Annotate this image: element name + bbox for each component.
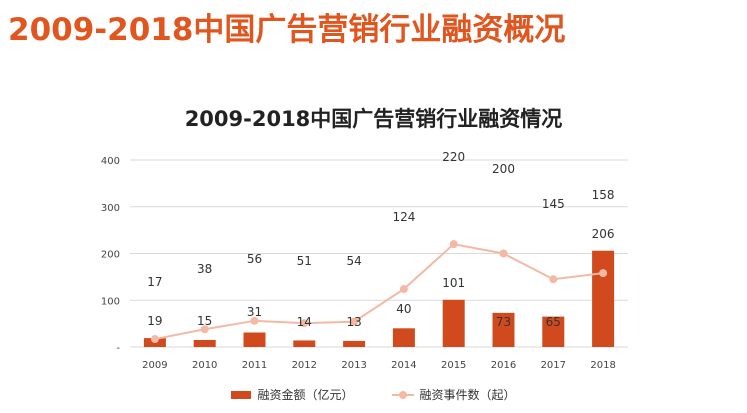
bar [542, 316, 565, 347]
line-series [154, 243, 604, 341]
line-point [449, 240, 458, 249]
bar-data-label: 101 [442, 276, 465, 290]
bar [592, 250, 615, 347]
bar [343, 340, 366, 347]
line-point [150, 335, 159, 344]
x-tick-label: 2015 [441, 360, 466, 371]
bar-data-label: 13 [346, 315, 361, 329]
bar-data-label: 206 [592, 227, 615, 241]
line-point [499, 249, 508, 258]
line-point [300, 319, 309, 328]
chart-legend: 融资金额（亿元） 融资事件数（起） [0, 386, 747, 403]
bar-data-label: 15 [197, 314, 212, 328]
bar-data-label: 31 [247, 305, 262, 319]
line-point [599, 269, 608, 278]
x-tick-label: 2012 [292, 360, 317, 371]
line-data-label: 38 [197, 262, 212, 276]
line-point [350, 317, 359, 326]
bar-data-label: 40 [396, 302, 411, 316]
line-point [200, 325, 209, 334]
bar [392, 328, 415, 347]
line-data-label: 145 [542, 197, 565, 211]
page-title: 2009-2018中国广告营销行业融资概况 [8, 12, 566, 48]
legend-line-swatch [391, 390, 414, 400]
y-tick-label: 200 [101, 250, 120, 261]
chart-title: 2009-2018中国广告营销行业融资情况 [184, 107, 563, 131]
legend-bar-swatch [231, 390, 252, 399]
bar-data-label: 65 [546, 315, 561, 329]
line-data-label: 54 [346, 254, 361, 268]
line-data-label: 17 [147, 275, 162, 289]
y-tick-label: - [116, 343, 120, 354]
x-tick-label: 2017 [541, 360, 566, 371]
x-tick-label: 2009 [142, 360, 167, 371]
x-tick-label: 2016 [491, 360, 516, 371]
bar [492, 312, 515, 347]
legend-label-events: 融资事件数（起） [419, 388, 516, 402]
x-tick-label: 2014 [391, 360, 416, 371]
legend-item-events: 融资事件数（起） [391, 386, 516, 403]
y-tick-label: 100 [101, 296, 120, 307]
line-data-label: 56 [247, 252, 262, 266]
y-tick-label: 400 [101, 156, 120, 167]
bar [442, 299, 465, 347]
line-point [399, 285, 408, 294]
line-point [549, 275, 558, 284]
bar [293, 340, 316, 347]
legend-label-amount: 融资金额（亿元） [257, 388, 354, 402]
line-data-label: 158 [592, 188, 615, 202]
bar-data-label: 19 [147, 314, 162, 328]
bar-data-label: 14 [297, 315, 312, 329]
bar-data-label: 73 [496, 315, 511, 329]
legend-item-amount: 融资金额（亿元） [231, 386, 354, 403]
line-data-label: 51 [297, 254, 312, 268]
financing-chart: - 100 200 300 400 17 38 56 51 54 124 220 200 145 158 19… [101, 150, 628, 371]
bar [193, 339, 216, 347]
y-tick-label: 300 [101, 203, 120, 214]
line-data-label: 124 [392, 210, 415, 224]
x-tick-label: 2011 [242, 360, 267, 371]
x-tick-label: 2018 [590, 360, 615, 371]
line-data-label: 200 [492, 162, 515, 176]
line-point [250, 316, 259, 325]
x-tick-label: 2010 [192, 360, 217, 371]
bar [243, 332, 266, 347]
line-data-label: 220 [442, 150, 465, 164]
x-tick-label: 2013 [341, 360, 366, 371]
